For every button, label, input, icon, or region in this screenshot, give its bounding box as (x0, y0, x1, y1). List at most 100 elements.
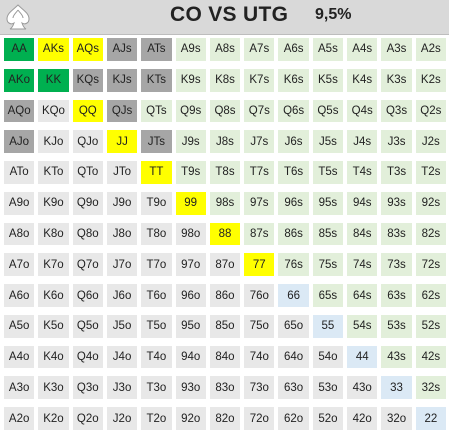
hand-cell: 76s (278, 253, 309, 277)
hand-cell: J4s (347, 130, 378, 154)
hand-cell: 98s (209, 191, 241, 215)
hand-cell: A3o (4, 376, 35, 400)
hand-cell: QQ (72, 99, 103, 123)
hand-cell: J3o (106, 376, 138, 400)
hand-cell: 74o (244, 345, 275, 369)
hand-cell: J9o (106, 191, 138, 215)
hand-cell: A8o (4, 222, 35, 246)
hand-cell: 73o (244, 376, 275, 400)
hand-cell: 83o (209, 376, 241, 400)
hand-cell: 97o (175, 253, 206, 277)
hand-cell: 98o (175, 222, 206, 246)
hand-cell: 54o (312, 345, 344, 369)
hand-cell: 82o (209, 407, 241, 430)
hand-cell: 63o (278, 376, 309, 400)
hand-cell: J9s (175, 130, 206, 154)
hand-cell: 33 (381, 376, 412, 400)
hand-cell: QJo (72, 130, 103, 154)
hand-cell: K5s (312, 68, 344, 92)
hand-cell: T3o (141, 376, 172, 400)
hand-cell: AA (4, 38, 35, 61)
hand-cell: K4o (38, 345, 69, 369)
hand-cell: 85s (312, 222, 344, 246)
hand-cell: A7s (244, 38, 275, 61)
hand-cell: 96o (175, 284, 206, 307)
hand-cell: JTo (106, 161, 138, 184)
hand-cell: J6s (278, 130, 309, 154)
hand-cell: 75s (312, 253, 344, 277)
hand-cell: J2s (415, 130, 446, 154)
hand-cell: T5o (141, 314, 172, 338)
hand-cell: K6s (278, 68, 309, 92)
hand-cell: 94s (347, 191, 378, 215)
hand-cell: T2s (415, 161, 446, 184)
hand-cell: KJo (38, 130, 69, 154)
hand-cell: 53s (381, 314, 412, 338)
hand-cell: 94o (175, 345, 206, 369)
hand-cell: J8o (106, 222, 138, 246)
hand-cell: J5s (312, 130, 344, 154)
hand-cell: A6s (278, 38, 309, 61)
hand-cell: Q2s (415, 99, 446, 123)
hand-cell: AJs (106, 38, 138, 61)
hand-cell: 74s (347, 253, 378, 277)
hand-cell: 96s (278, 191, 309, 215)
hand-cell: 87o (209, 253, 241, 277)
hand-cell: J6o (106, 284, 138, 307)
range-percent: 9,5% (315, 6, 352, 23)
hand-cell: T6s (278, 161, 309, 184)
hand-cell: 95o (175, 314, 206, 338)
hand-cell: T8o (141, 222, 172, 246)
hand-cell: K4s (347, 68, 378, 92)
hand-cell: T6o (141, 284, 172, 307)
hand-cell: Q7o (72, 253, 103, 277)
hand-cell: K8s (209, 68, 241, 92)
hand-cell: QTo (72, 161, 103, 184)
hand-cell: AQo (4, 99, 35, 123)
hand-cell: 75o (244, 314, 275, 338)
hand-cell: 86o (209, 284, 241, 307)
hand-cell: 83s (381, 222, 412, 246)
hand-cell: J7s (244, 130, 275, 154)
page-title: CO VS UTG (170, 3, 289, 26)
hand-cell: 55 (312, 314, 344, 338)
hand-cell: 64s (347, 284, 378, 307)
hand-cell: AJo (4, 130, 35, 154)
hand-cell: 22 (415, 407, 446, 430)
hand-cell: 73s (381, 253, 412, 277)
hand-cell: J3s (381, 130, 412, 154)
hand-cell: Q4o (72, 345, 103, 369)
hand-cell: 84o (209, 345, 241, 369)
hand-cell: 64o (278, 345, 309, 369)
hand-cell: AKs (38, 38, 69, 61)
hand-cell: T5s (312, 161, 344, 184)
hand-cell: A5o (4, 314, 35, 338)
hand-cell: Q4s (347, 99, 378, 123)
hand-cell: Q9o (72, 191, 103, 215)
hand-cell: Q5o (72, 314, 103, 338)
hand-cell: 82s (415, 222, 446, 246)
hand-cell: 54s (347, 314, 378, 338)
hand-cell: 65o (278, 314, 309, 338)
hand-cell: 65s (312, 284, 344, 307)
hand-cell: J2o (106, 407, 138, 430)
hand-cell: ATo (4, 161, 35, 184)
hand-cell: Q8o (72, 222, 103, 246)
hand-cell: 72o (244, 407, 275, 430)
hand-cell: 93s (381, 191, 412, 215)
hand-cell: 42o (347, 407, 378, 430)
hand-cell: J5o (106, 314, 138, 338)
hand-cell: 42s (415, 345, 446, 369)
hand-cell: 77 (244, 253, 275, 277)
hand-cell: 84s (347, 222, 378, 246)
hand-cell: AQs (72, 38, 103, 61)
hand-cell: J8s (209, 130, 241, 154)
hand-cell: A5s (312, 38, 344, 61)
hand-cell: K3s (381, 68, 412, 92)
hand-cell: T7s (244, 161, 275, 184)
hand-cell: ATs (141, 38, 172, 61)
hand-cell: K8o (38, 222, 69, 246)
hand-cell: KJs (106, 68, 138, 92)
hand-cell: 63s (381, 284, 412, 307)
hand-cell: KTs (141, 68, 172, 92)
